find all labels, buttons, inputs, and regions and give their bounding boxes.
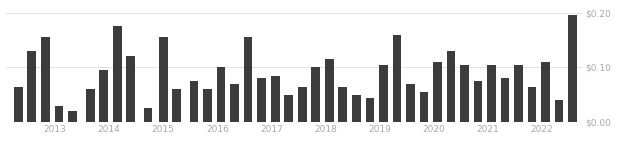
Bar <box>487 65 496 122</box>
Bar <box>406 84 415 122</box>
Bar <box>339 87 347 122</box>
Bar <box>325 59 333 122</box>
Bar <box>284 95 293 122</box>
Bar <box>433 62 442 122</box>
Bar <box>189 81 198 122</box>
Bar <box>244 37 253 122</box>
Bar <box>257 78 266 122</box>
Bar <box>447 51 455 122</box>
Bar <box>420 92 428 122</box>
Bar <box>230 84 239 122</box>
Bar <box>515 65 523 122</box>
Bar <box>379 65 388 122</box>
Bar <box>68 111 77 122</box>
Bar <box>14 87 22 122</box>
Bar <box>365 98 374 122</box>
Bar <box>392 35 401 122</box>
Bar <box>204 89 212 122</box>
Bar <box>352 95 361 122</box>
Bar <box>460 65 469 122</box>
Bar <box>99 70 108 122</box>
Bar <box>217 67 225 122</box>
Bar <box>500 78 509 122</box>
Bar <box>528 87 536 122</box>
Bar <box>127 56 135 122</box>
Bar <box>541 62 550 122</box>
Bar <box>312 67 320 122</box>
Bar <box>144 108 152 122</box>
Bar <box>86 89 95 122</box>
Bar <box>298 87 307 122</box>
Bar <box>568 15 577 122</box>
Bar <box>271 76 280 122</box>
Bar <box>555 100 563 122</box>
Bar <box>28 51 36 122</box>
Bar <box>159 37 168 122</box>
Bar <box>474 81 483 122</box>
Bar <box>54 106 63 122</box>
Bar <box>41 37 50 122</box>
Bar <box>172 89 181 122</box>
Bar <box>113 26 122 122</box>
